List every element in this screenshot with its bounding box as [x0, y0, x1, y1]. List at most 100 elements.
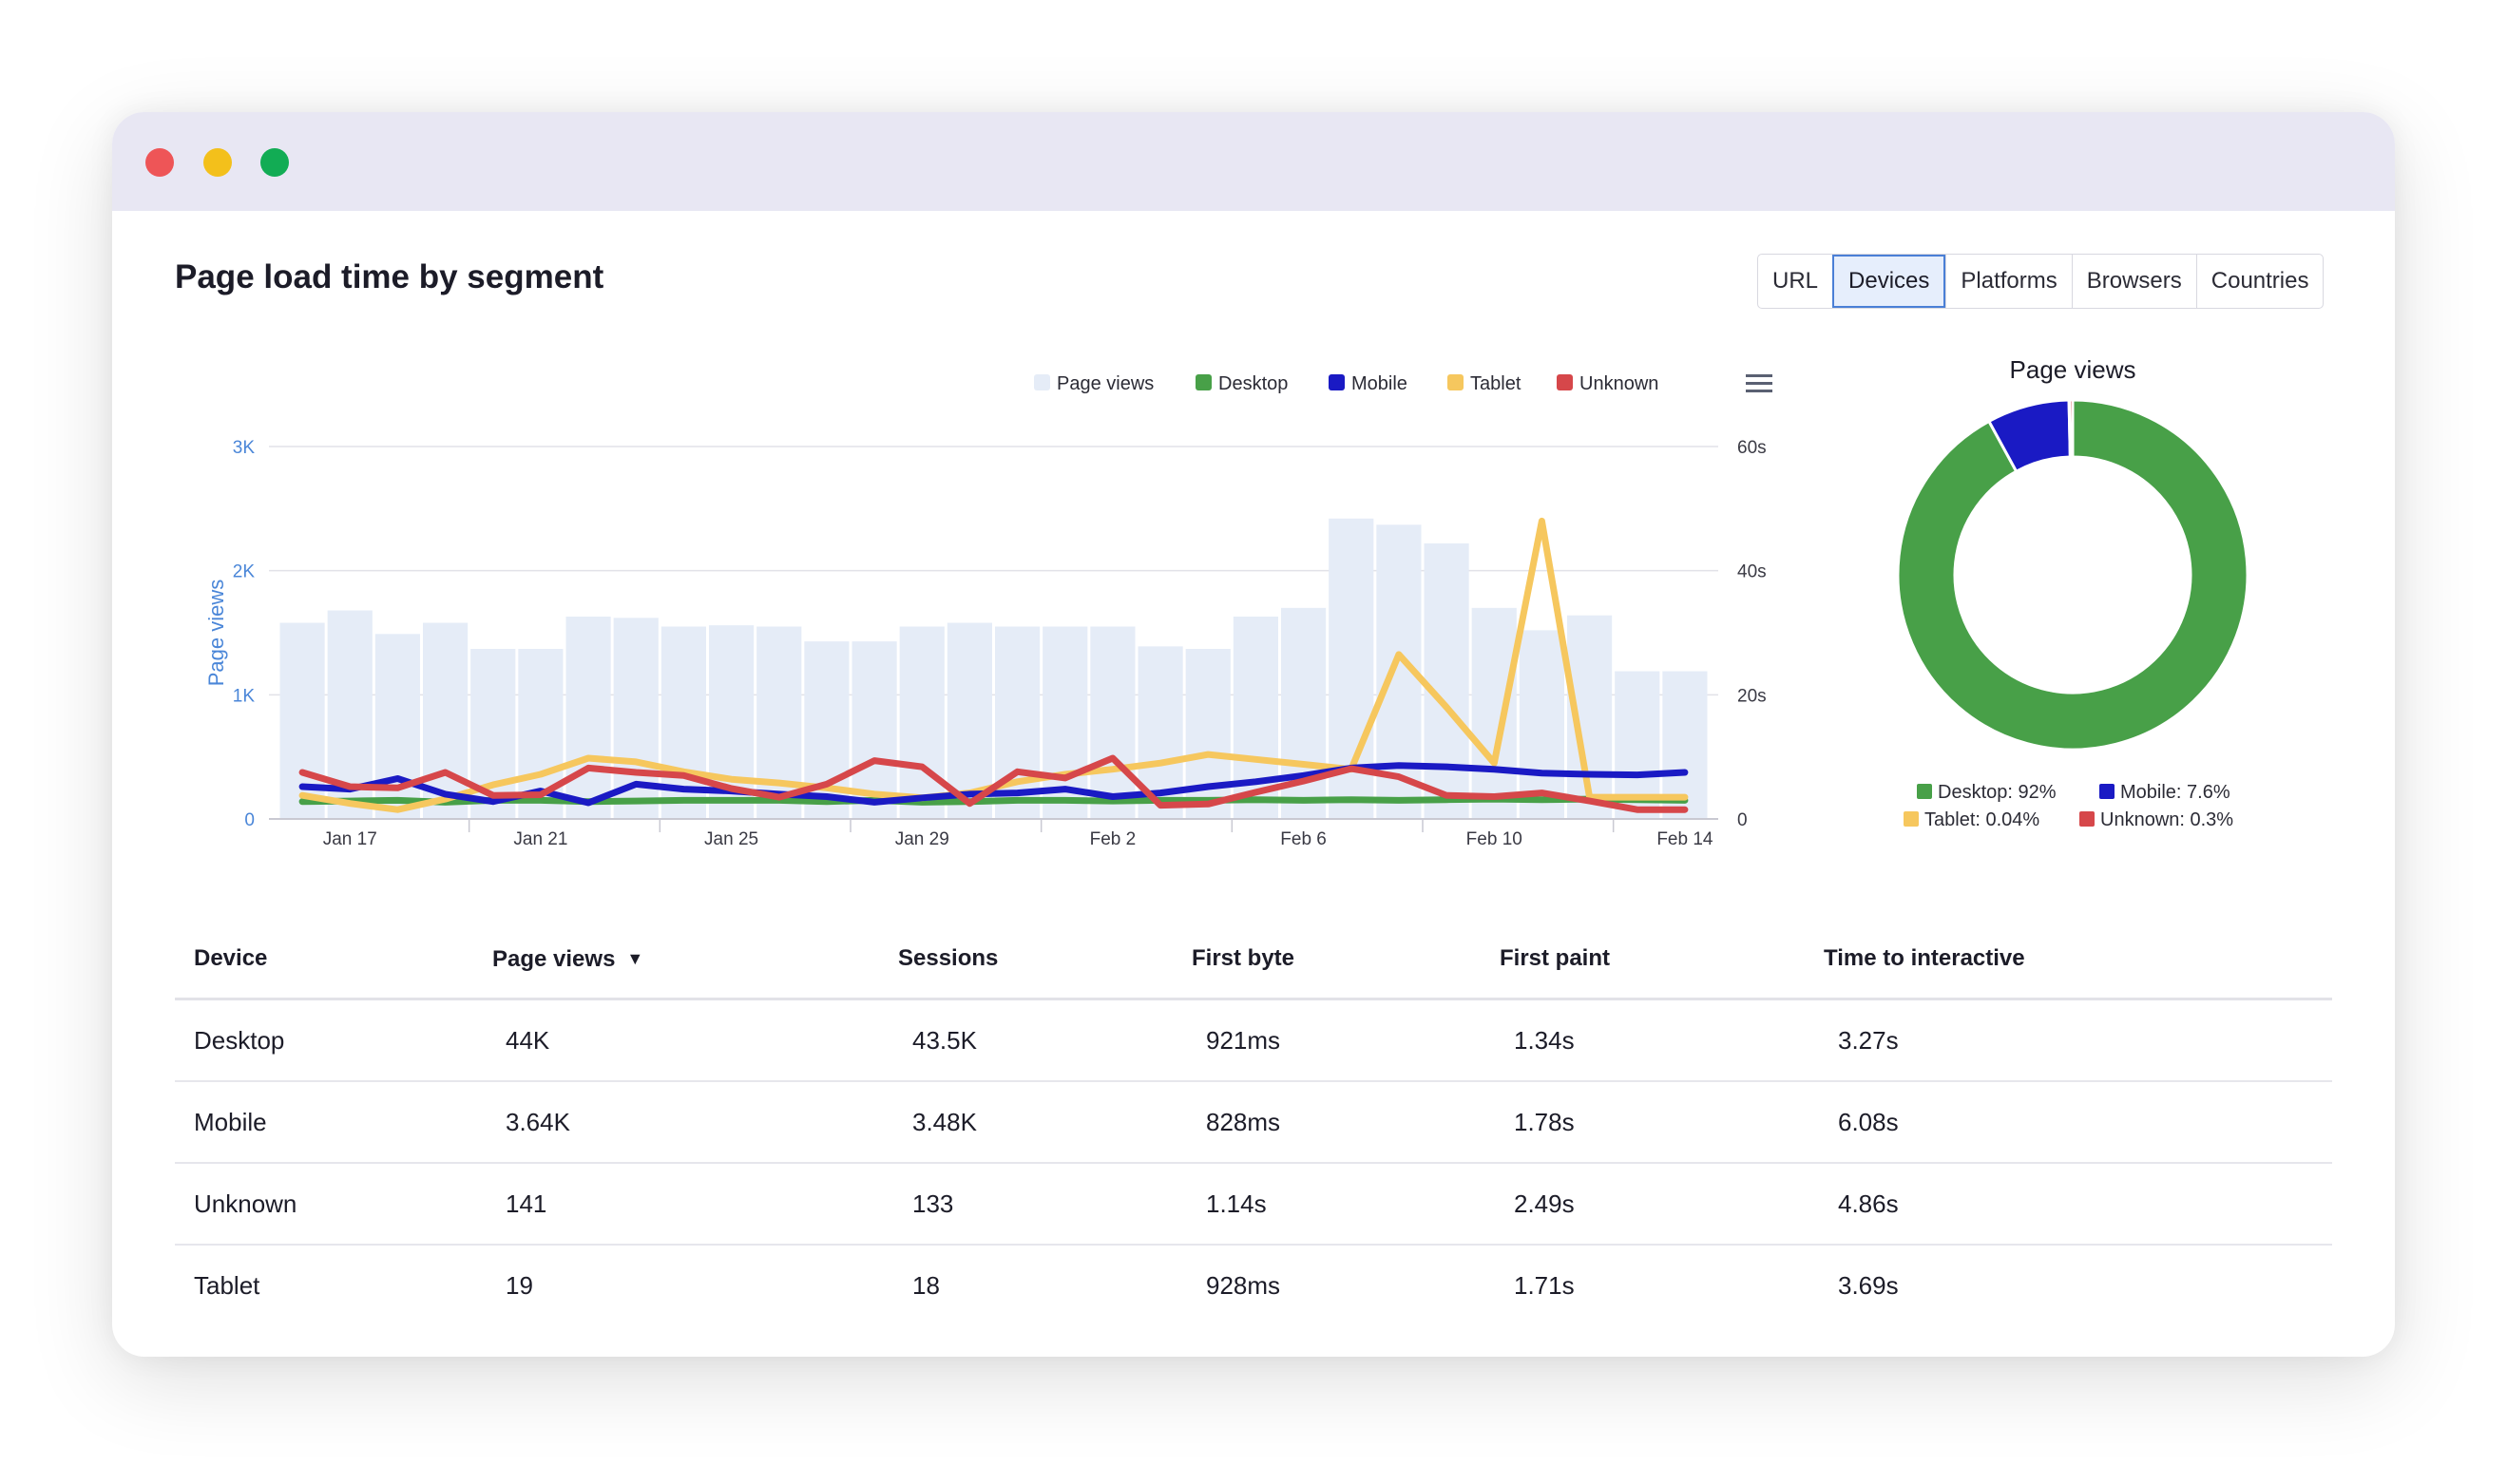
time-to-interactive-cell: 4.86s — [1838, 1189, 1899, 1218]
column-header-first-byte[interactable]: First byte — [1192, 920, 1294, 998]
legend-label-page-views: Page views — [1057, 373, 1154, 394]
first-paint-cell: 1.71s — [1514, 1271, 1575, 1300]
donut-title: Page views — [2010, 355, 2136, 384]
first-paint-cell: 1.34s — [1514, 1026, 1575, 1055]
legend-label-desktop: Desktop — [1218, 373, 1288, 394]
device-cell: Desktop — [194, 1026, 285, 1055]
sessions-cell: 133 — [912, 1189, 954, 1218]
column-header-time-to-interactive[interactable]: Time to interactive — [1824, 920, 2025, 998]
page-views-bar — [565, 617, 611, 819]
y-right-tick-label: 20s — [1737, 686, 1767, 706]
column-header-first-paint[interactable]: First paint — [1500, 920, 1610, 998]
column-header-label: Time to interactive — [1824, 945, 2025, 971]
tab-browsers[interactable]: Browsers — [2071, 255, 2196, 308]
column-header-device[interactable]: Device — [194, 920, 267, 998]
page-views-cell: 3.64K — [506, 1108, 570, 1136]
chevron-down-icon[interactable]: ▼ — [626, 949, 644, 968]
donut-slice-desktop — [1896, 398, 2249, 752]
column-header-label: First byte — [1192, 945, 1295, 971]
y-axis-title: Page views — [204, 580, 228, 687]
donut-slice-unknown — [2068, 398, 2075, 459]
legend-swatch-page-views — [1034, 374, 1050, 390]
donut-legend-swatch-mobile — [2099, 784, 2115, 799]
menu-icon-bar — [1746, 374, 1772, 377]
x-tick-label: Feb 10 — [1466, 829, 1522, 849]
menu-icon-bar — [1746, 390, 1772, 392]
table-row[interactable]: Tablet 19 18 928ms 1.71s 3.69s — [175, 1246, 2332, 1325]
time-to-interactive-cell: 3.27s — [1838, 1026, 1899, 1055]
sessions-cell: 3.48K — [912, 1108, 977, 1136]
legend-swatch-tablet — [1447, 374, 1464, 390]
donut-legend-swatch-tablet — [1904, 811, 1919, 827]
legend-label-tablet: Tablet — [1470, 373, 1521, 394]
tab-countries[interactable]: Countries — [2195, 255, 2324, 308]
x-tick-label: Jan 17 — [323, 829, 377, 849]
page-views-cell: 19 — [506, 1271, 533, 1300]
legend-swatch-mobile — [1329, 374, 1345, 390]
close-window-icon[interactable] — [145, 148, 174, 177]
donut-legend-label-unknown: Unknown: 0.3% — [2100, 809, 2233, 830]
column-header-sessions[interactable]: Sessions — [898, 920, 998, 998]
time-to-interactive-cell: 6.08s — [1838, 1108, 1899, 1136]
table-row[interactable]: Unknown 141 133 1.14s 2.49s 4.86s — [175, 1164, 2332, 1246]
tab-url[interactable]: URL — [1772, 268, 1819, 294]
first-paint-cell: 2.49s — [1514, 1189, 1575, 1218]
donut-legend-swatch-desktop — [1917, 784, 1932, 799]
donut-legend-label-mobile: Mobile: 7.6% — [2120, 782, 2230, 803]
time-to-interactive-cell: 3.69s — [1838, 1271, 1899, 1300]
page-views-bar — [1519, 630, 1564, 819]
hamburger-menu-icon[interactable] — [1746, 374, 1772, 392]
y-right-tick-label: 60s — [1737, 438, 1767, 458]
segment-tabs: URL Devices Platforms Browsers Countries — [1757, 254, 2325, 309]
x-tick-label: Jan 25 — [704, 829, 758, 849]
column-header-label: Device — [194, 945, 268, 971]
page-views-bar — [899, 626, 945, 819]
unknown-series-line — [298, 754, 1689, 813]
page-views-cell: 44K — [506, 1026, 550, 1055]
x-tick-label: Feb 6 — [1280, 829, 1327, 849]
donut-legend-label-desktop: Desktop: 92% — [1938, 782, 2057, 803]
column-header-label: Page views — [492, 946, 616, 972]
legend-label-unknown: Unknown — [1579, 373, 1658, 394]
window-titlebar — [112, 112, 2395, 211]
x-tick-label: Jan 29 — [895, 829, 949, 849]
column-header-label: First paint — [1500, 945, 1611, 971]
maximize-window-icon[interactable] — [260, 148, 289, 177]
page-views-bar — [1471, 607, 1517, 819]
tab-platforms[interactable]: Platforms — [1945, 255, 2071, 308]
tab-devices[interactable]: Devices — [1832, 255, 1946, 308]
sessions-cell: 18 — [912, 1271, 940, 1300]
x-tick-label: Jan 21 — [513, 829, 567, 849]
device-cell: Mobile — [194, 1108, 267, 1136]
app-window: Page load time by segment URL Devices Pl… — [112, 112, 2395, 1357]
minimize-window-icon[interactable] — [203, 148, 232, 177]
donut-legend-label-tablet: Tablet: 0.04% — [1924, 809, 2039, 830]
column-header-page-views[interactable]: Page views ▼ — [492, 920, 643, 999]
desktop-series-line — [298, 795, 1689, 806]
column-header-label: Sessions — [898, 945, 999, 971]
first-byte-cell: 1.14s — [1206, 1189, 1267, 1218]
x-tick-label: Feb 14 — [1656, 829, 1713, 849]
first-byte-cell: 928ms — [1206, 1271, 1281, 1300]
first-byte-cell: 828ms — [1206, 1108, 1281, 1136]
legend-label-mobile: Mobile — [1351, 373, 1407, 394]
donut-legend-swatch-unknown — [2079, 811, 2095, 827]
y-left-tick-label: 0 — [244, 810, 255, 830]
y-left-tick-label: 2K — [233, 562, 256, 582]
device-table: Device Page views ▼ Sessions First byte F… — [175, 920, 2332, 1325]
device-cell: Tablet — [194, 1271, 260, 1300]
menu-icon-bar — [1746, 382, 1772, 385]
legend-swatch-desktop — [1196, 374, 1212, 390]
sessions-cell: 43.5K — [912, 1026, 977, 1055]
page-title: Page load time by segment — [175, 258, 604, 295]
page-views-bar — [1185, 648, 1231, 819]
page-views-cell: 141 — [506, 1189, 547, 1218]
page-views-bar — [1090, 626, 1136, 819]
page-load-time-chart: 0 1K 2K 3K 0 20s 40s 60s Page views Jan 17 Jan 21 J… — [204, 355, 2249, 849]
table-row[interactable]: Desktop 44K 43.5K 921ms 1.34s 3.27s — [175, 1000, 2332, 1082]
table-header: Device Page views ▼ Sessions First byte F… — [175, 920, 2332, 1000]
first-paint-cell: 1.78s — [1514, 1108, 1575, 1136]
device-cell: Unknown — [194, 1189, 297, 1218]
table-row[interactable]: Mobile 3.64K 3.48K 828ms 1.78s 6.08s — [175, 1082, 2332, 1164]
legend-swatch-unknown — [1557, 374, 1573, 390]
